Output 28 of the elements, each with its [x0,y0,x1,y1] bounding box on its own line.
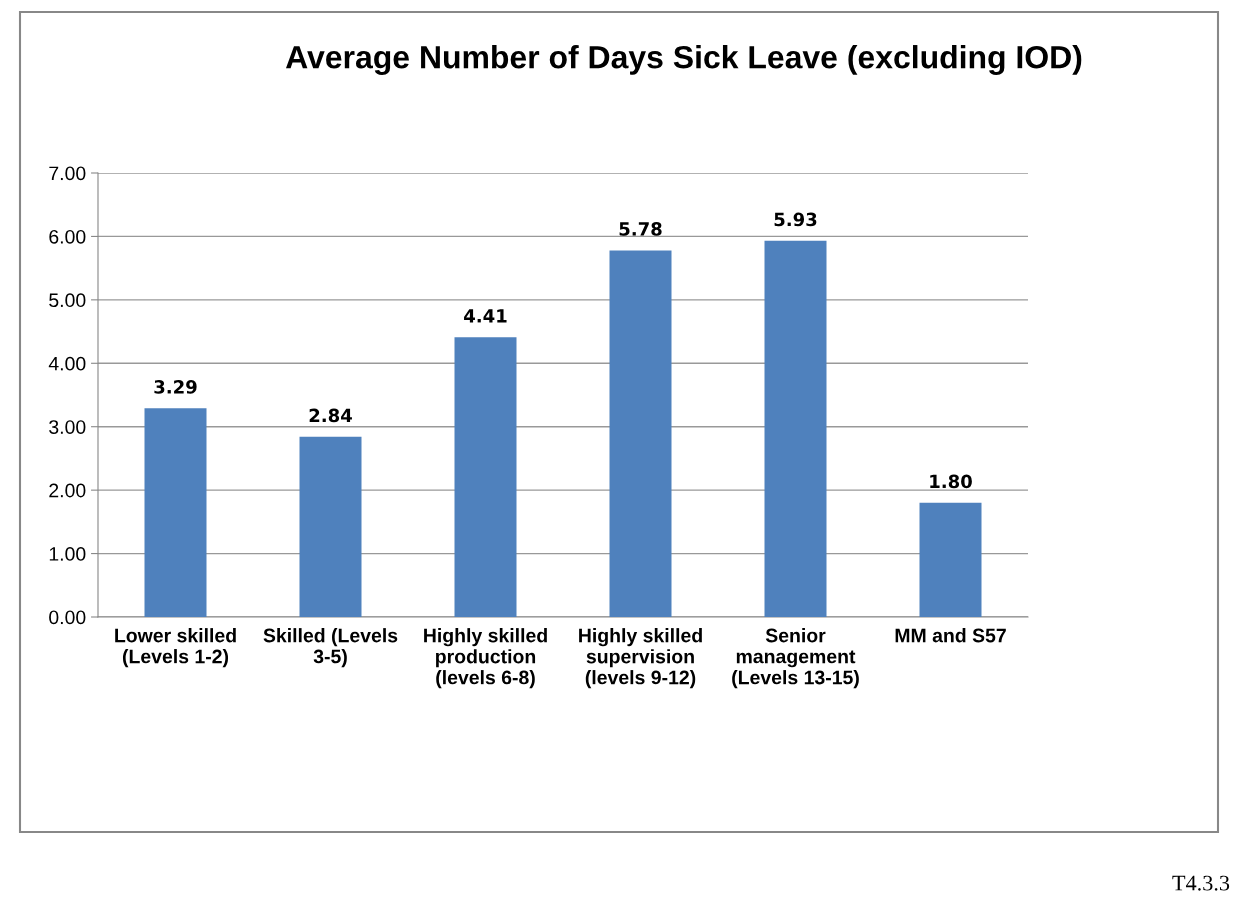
bar [919,502,982,617]
y-tick-label: 5.00 [49,293,86,308]
x-tick-label: Lower skilled (Levels 1-2) [115,628,236,668]
bar [609,250,672,617]
y-tick-label: 3.00 [49,420,86,434]
x-tick-label: MM and S57 [895,628,1006,643]
bar [144,408,207,617]
x-tick-label: Skilled (Levels 3-5) [263,628,398,668]
y-tick-label: 6.00 [49,229,86,244]
y-tick-label: 7.00 [49,166,86,181]
data-label: 5.93 [774,212,817,227]
x-tick-label: Senior management (Levels 13-15) [732,628,859,689]
bar [454,337,517,617]
y-tick-label: 4.00 [48,356,86,371]
y-tick-label: 1.00 [49,547,86,561]
data-label: 2.84 [309,408,352,423]
chart-title: Average Number of Days Sick Leave (excluding IOD) [285,45,1082,75]
text: T4.3.3 [1172,875,1230,891]
y-tick-label: 0.00 [49,610,86,625]
data-label: 1.80 [930,474,972,489]
bar [299,436,362,617]
x-tick-label: Highly skilled production (levels 6-8) [424,628,547,689]
y-tick-label: 2.00 [49,483,86,498]
data-label: 5.78 [619,222,662,236]
data-label: 4.41 [464,309,507,323]
x-tick-label: Highly skilled supervision (levels 9-12) [579,628,702,689]
data-label: 3.29 [154,380,197,394]
bar [764,240,827,617]
